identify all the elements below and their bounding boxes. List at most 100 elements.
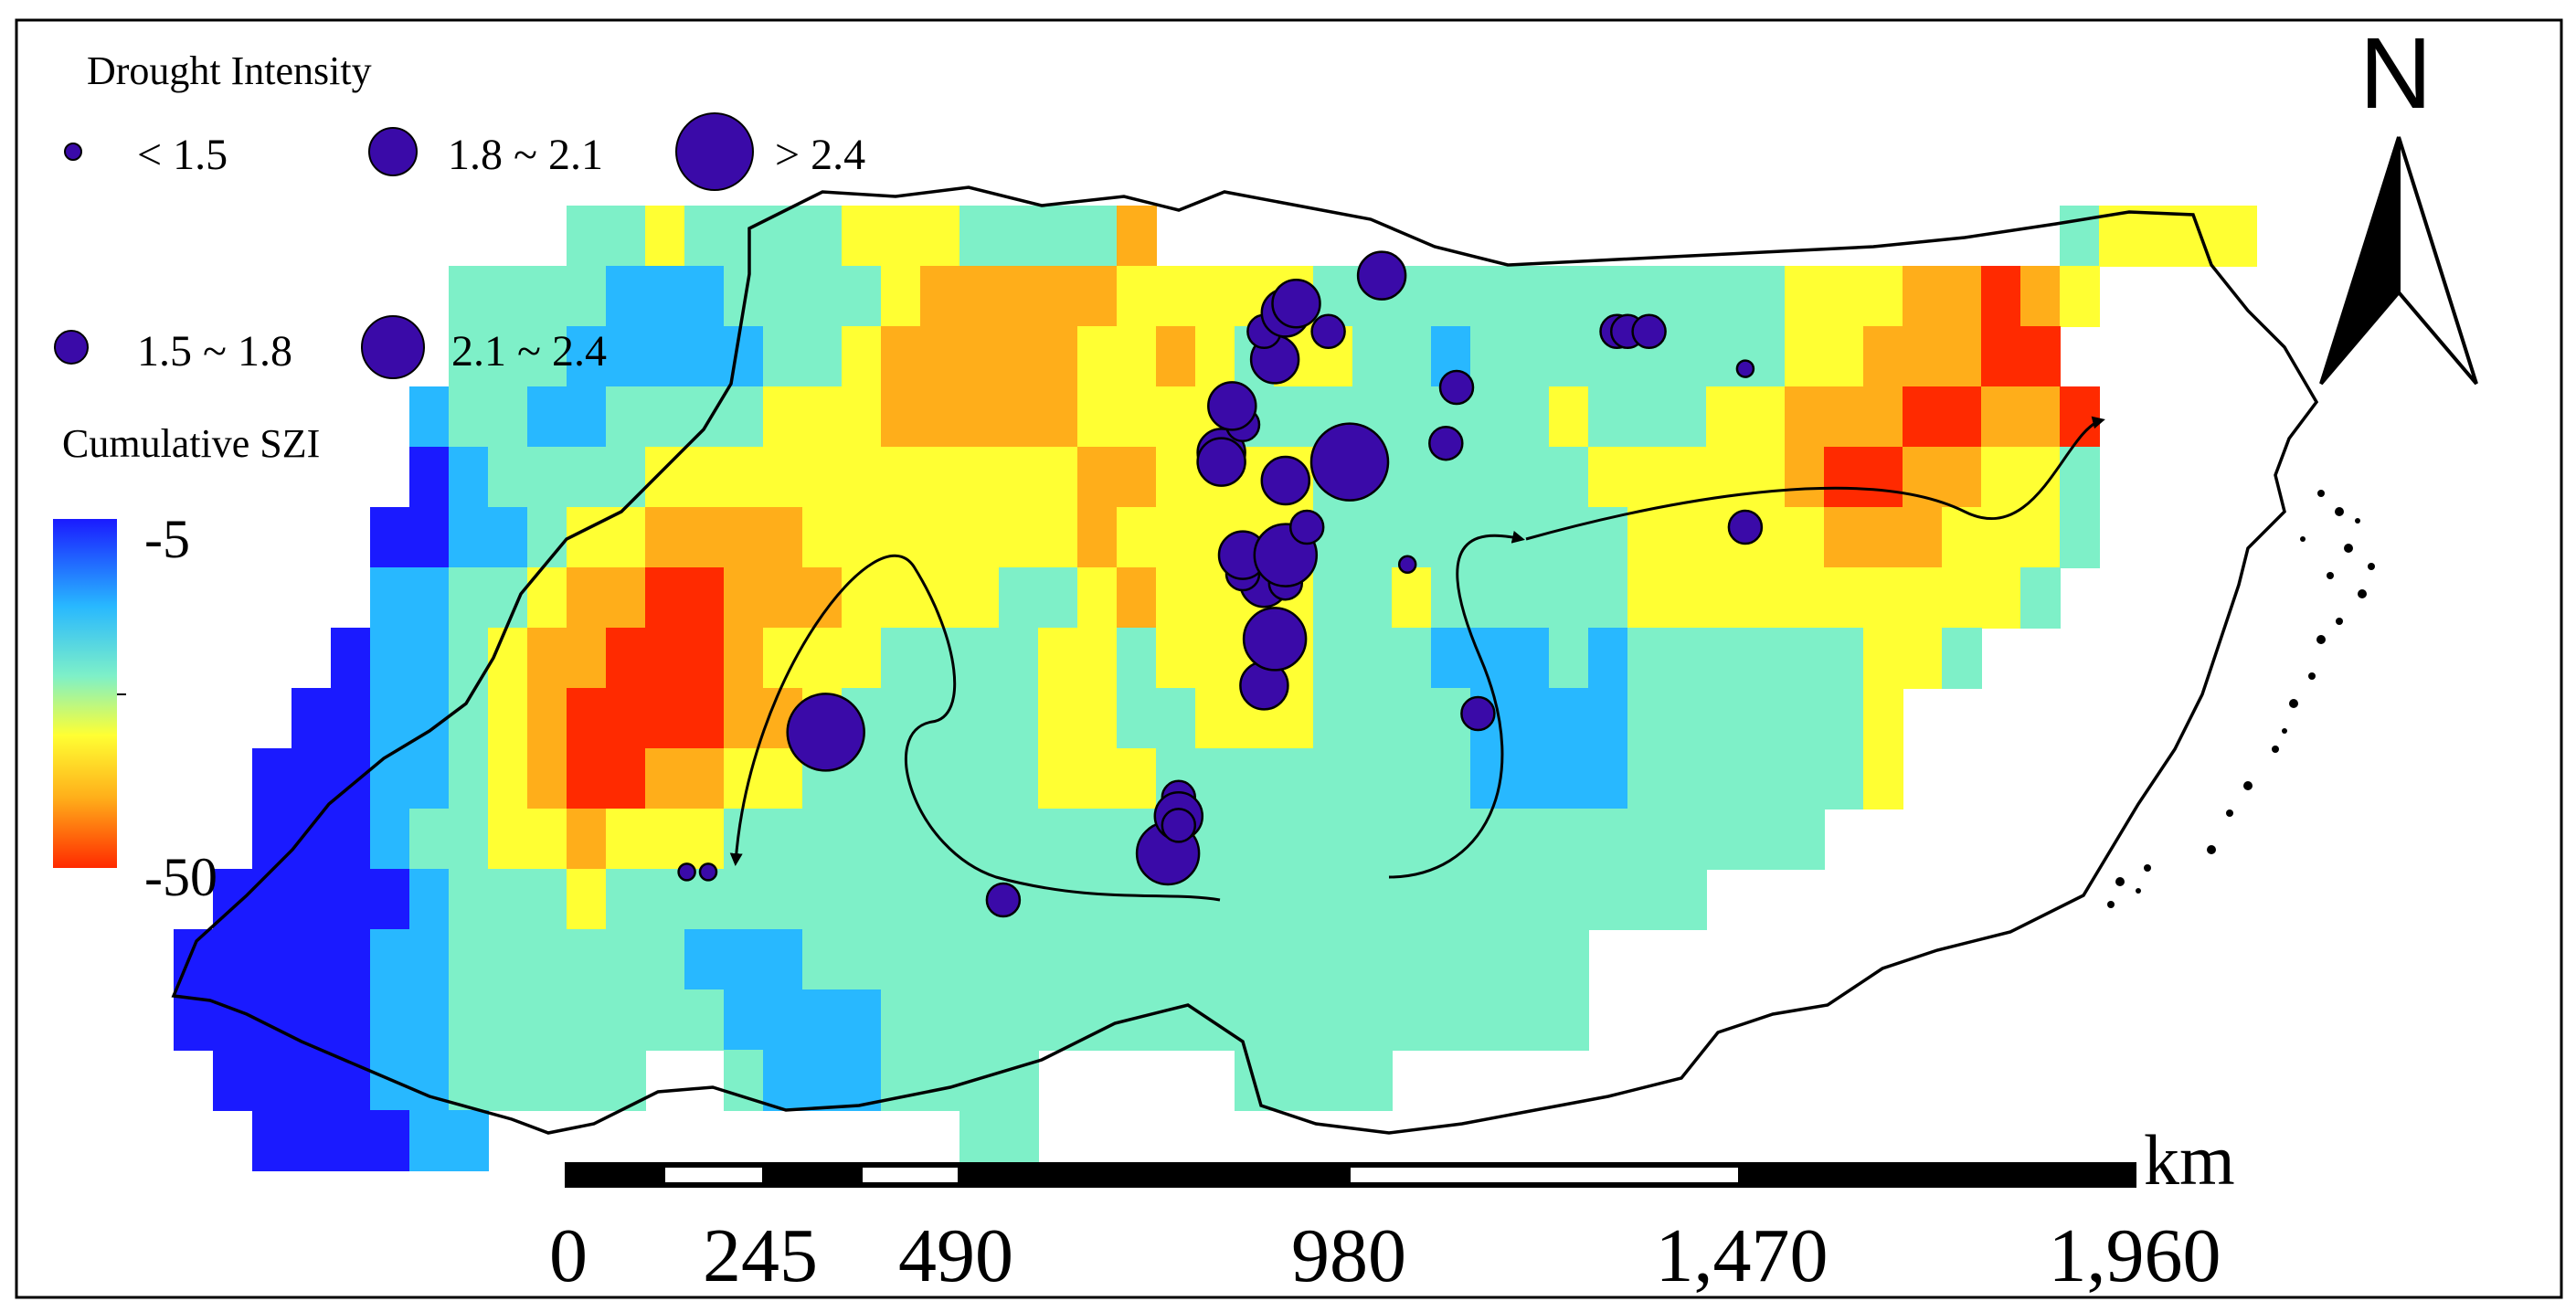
raster-cell — [1510, 809, 1550, 870]
raster-cell — [1431, 266, 1471, 327]
raster-cell — [763, 1050, 803, 1111]
raster-cell — [1745, 748, 1786, 809]
raster-cell — [1156, 929, 1196, 990]
raster-cell — [1156, 266, 1196, 327]
raster-cell — [763, 326, 803, 387]
raster-cell — [1077, 206, 1118, 267]
raster-cell — [724, 929, 764, 990]
raster-cell — [1706, 386, 1746, 448]
raster-cell — [1470, 809, 1511, 870]
raster-cell — [1667, 266, 1707, 327]
raster-cell — [527, 929, 567, 990]
raster-cell — [684, 447, 725, 508]
raster-cell — [409, 386, 450, 448]
raster-cell — [1824, 507, 1864, 568]
raster-cell — [1706, 809, 1746, 870]
raster-cell — [1313, 809, 1353, 870]
raster-cell — [409, 507, 450, 568]
raster-cell — [959, 386, 1000, 448]
raster-cell — [1863, 688, 1903, 749]
raster-cell — [1392, 748, 1432, 809]
raster-cell — [409, 748, 450, 809]
legend-label-1-8-2-1: 1.8 ~ 2.1 — [448, 131, 603, 179]
raster-cell — [959, 507, 1000, 568]
raster-cell — [606, 989, 646, 1051]
raster-cell — [449, 748, 489, 809]
raster-cell — [1038, 809, 1078, 870]
raster-cell — [1117, 447, 1157, 508]
raster-cell — [959, 1110, 1000, 1171]
raster-cell — [2138, 206, 2178, 267]
raster-cell — [1274, 809, 1314, 870]
raster-cell — [1077, 628, 1118, 689]
raster-cell — [1352, 507, 1393, 568]
raster-cell — [252, 1050, 292, 1111]
raster-cell — [842, 628, 882, 689]
raster-cell — [724, 989, 764, 1051]
raster-cell — [1627, 386, 1668, 448]
drought-event-circle — [1438, 369, 1475, 406]
raster-cell — [1077, 989, 1118, 1051]
scale-bar: km 0 245 490 980 1,470 1,960 — [549, 1120, 2235, 1298]
raster-cell — [1038, 628, 1078, 689]
raster-cell — [1392, 628, 1432, 689]
drought-event-circle — [1196, 437, 1246, 487]
drought-event-circle — [1310, 313, 1346, 350]
raster-cell — [1077, 688, 1118, 749]
raster-cell — [999, 628, 1039, 689]
raster-cell — [920, 386, 960, 448]
raster-cell — [1824, 266, 1864, 327]
raster-cell — [1588, 809, 1628, 870]
raster-cell — [1038, 326, 1078, 387]
raster-cell — [1785, 386, 1825, 448]
raster-cell — [527, 748, 567, 809]
raster-cell — [1903, 326, 1943, 387]
raster-cell — [1274, 748, 1314, 809]
raster-cell — [1549, 929, 1589, 990]
raster-cell — [292, 869, 332, 930]
raster-cell — [1588, 567, 1628, 629]
raster-cell — [1352, 989, 1393, 1051]
raster-cell — [1156, 688, 1196, 749]
raster-cell — [1195, 326, 1235, 387]
raster-cell — [999, 206, 1039, 267]
raster-cell — [1706, 748, 1746, 809]
raster-cell — [1470, 567, 1511, 629]
raster-cell — [488, 809, 528, 870]
raster-cell — [1510, 628, 1550, 689]
raster-cell — [1352, 869, 1393, 930]
raster-cell — [1588, 869, 1628, 930]
raster-cell — [1549, 326, 1589, 387]
raster-cell — [1392, 688, 1432, 749]
drought-event-circle — [1397, 555, 1417, 575]
raster-cell — [802, 507, 843, 568]
raster-cell — [920, 507, 960, 568]
raster-cell — [331, 1050, 371, 1111]
raster-cell — [527, 266, 567, 327]
raster-cell — [1549, 809, 1589, 870]
raster-cell — [1510, 869, 1550, 930]
raster-cell — [488, 386, 528, 448]
legend-label-lt-1-5: < 1.5 — [137, 131, 228, 179]
raster-cell — [1667, 507, 1707, 568]
drought-event-circle — [1288, 509, 1325, 545]
raster-cell — [999, 989, 1039, 1051]
raster-cell — [370, 507, 410, 568]
raster-cell — [1038, 386, 1078, 448]
raster-cell — [802, 869, 843, 930]
raster-cell — [1038, 507, 1078, 568]
raster-cell — [292, 748, 332, 809]
raster-cell — [645, 989, 685, 1051]
raster-cell — [881, 1050, 921, 1111]
raster-cell — [842, 989, 882, 1051]
raster-cell — [1274, 1050, 1314, 1111]
raster-cell — [1470, 326, 1511, 387]
scale-tick-490: 490 — [898, 1213, 1013, 1298]
raster-cell — [331, 628, 371, 689]
raster-cell — [645, 266, 685, 327]
raster-cell — [1038, 266, 1078, 327]
raster-cell — [1470, 386, 1511, 448]
raster-cell — [842, 929, 882, 990]
raster-cell — [881, 567, 921, 629]
legend-label-gt-2-4: > 2.4 — [775, 131, 865, 179]
